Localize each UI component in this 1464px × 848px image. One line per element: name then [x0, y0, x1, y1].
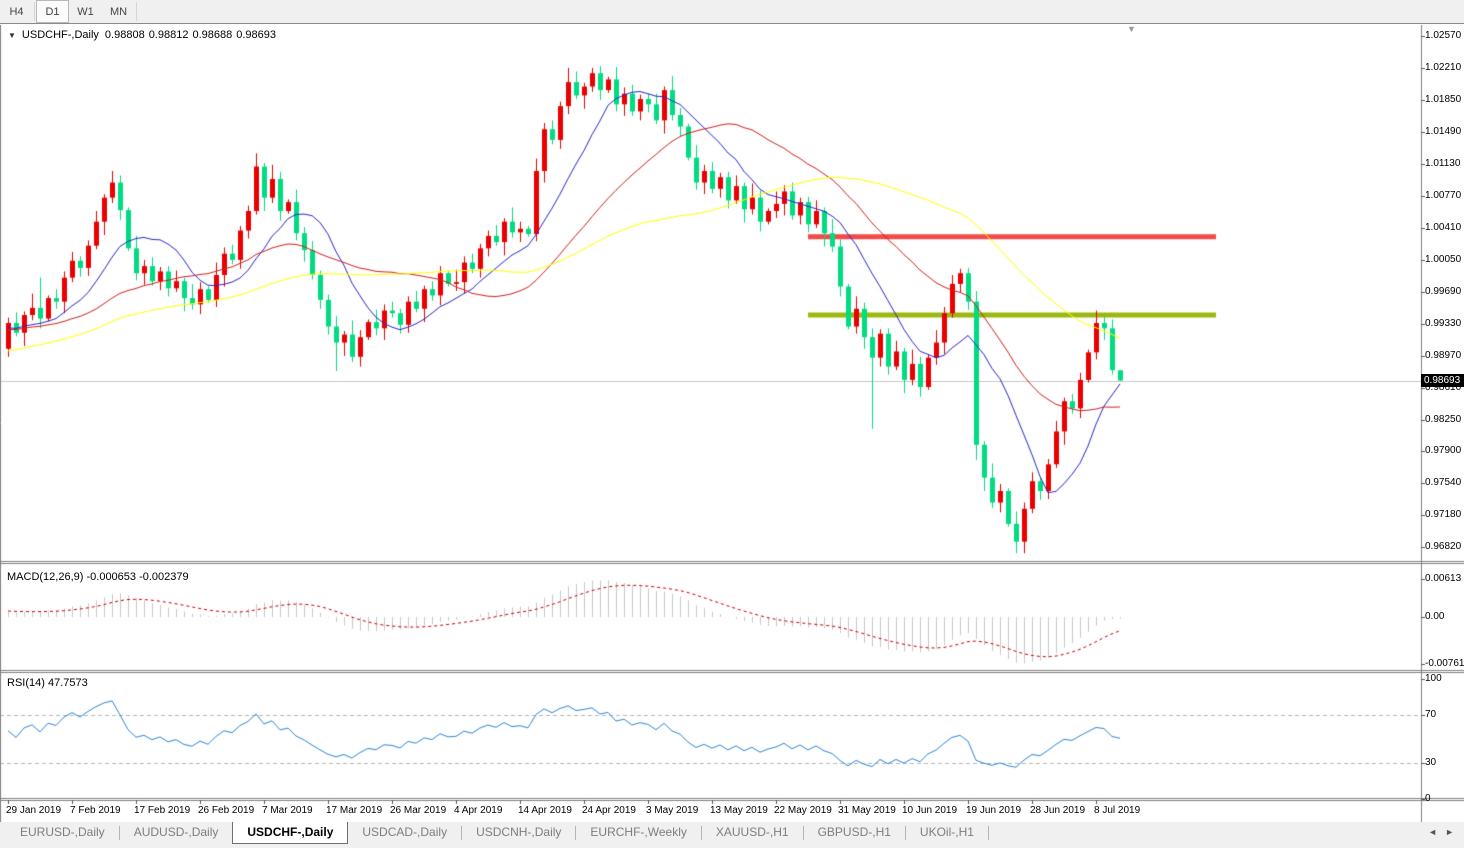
price-axis-tick: 0.99330 [1425, 317, 1462, 329]
tab-scroll-right-icon[interactable]: ► [1445, 827, 1454, 837]
date-axis-label: 14 Apr 2019 [518, 805, 572, 816]
tab-separator [118, 826, 120, 840]
macd-indicator-label: MACD(12,26,9) -0.000653 -0.002379 [7, 571, 189, 583]
price-axis-tick: 0.98970 [1425, 349, 1462, 361]
current-price-badge: 0.98693 [1421, 373, 1464, 387]
chart-title: ▼ USDCHF-,Daily 0.98808 0.98812 0.98688 … [8, 29, 276, 41]
macd-axis-tick: 0.00 [1425, 610, 1445, 622]
date-axis-label: 17 Feb 2019 [134, 805, 191, 816]
timeframe-toolbar: H4 D1 W1 MN [0, 0, 1464, 24]
chart-tab-eurusddaily[interactable]: EURUSD-,Daily [20, 825, 105, 839]
chart-tab-usdcnhdaily[interactable]: USDCNH-,Daily [476, 825, 562, 839]
date-axis-label: 26 Feb 2019 [198, 805, 255, 816]
timeframe-button-mn[interactable]: MN [109, 5, 128, 18]
price-axis-tick: 0.99690 [1425, 285, 1462, 297]
date-axis-label: 24 Apr 2019 [582, 805, 636, 816]
date-axis-label: 26 Mar 2019 [390, 805, 447, 816]
macd-axis-tick: -0.007612 [1425, 658, 1464, 669]
collapse-triangle-icon[interactable]: ▼ [8, 30, 16, 40]
tab-scroll-arrows: ◄ ► [1428, 827, 1454, 837]
chart-open-value: 0.98808 [104, 29, 145, 41]
toolbar-separator [34, 2, 35, 21]
tab-separator [700, 826, 702, 840]
date-axis-label: 10 Jun 2019 [902, 805, 958, 816]
chart-tab-xauusdh1[interactable]: XAUUSD-,H1 [715, 825, 789, 839]
price-axis-tick: 0.96820 [1425, 541, 1462, 552]
timeframe-button-h4[interactable]: H4 [9, 5, 24, 18]
rsi-axis-tick: 0 [1425, 793, 1431, 804]
chart-tab-ukoilh1[interactable]: UKOil-,H1 [919, 825, 974, 839]
date-axis-label: 31 May 2019 [838, 805, 896, 816]
price-axis-tick: 1.01130 [1425, 157, 1461, 169]
tab-separator [461, 826, 463, 840]
chart-close-value: 0.98693 [236, 29, 276, 41]
rsi-axis-tick: 70 [1425, 709, 1437, 720]
chart-symbol-label: USDCHF-,Daily [21, 29, 99, 41]
date-axis-label: 7 Mar 2019 [262, 805, 313, 816]
price-axis-tick: 1.00770 [1425, 189, 1462, 201]
date-axis-label: 4 Apr 2019 [454, 805, 503, 816]
rsi-indicator-label: RSI(14) 47.7573 [7, 677, 88, 689]
chart-tab-eurchfweekly[interactable]: EURCHF-,Weekly [590, 825, 687, 839]
chart-window[interactable]: ▼ USDCHF-,Daily 0.98808 0.98812 0.98688 … [0, 23, 1464, 825]
chart-shift-marker-icon[interactable]: ▼ [1127, 24, 1136, 34]
chart-tab-bar: EURUSD-,Daily AUDUSD-,Daily USDCHF-,Daily U… [0, 822, 1464, 848]
chart-high-value: 0.98812 [148, 29, 189, 41]
tab-separator [987, 826, 989, 840]
date-axis-label: 22 May 2019 [774, 805, 832, 816]
date-axis-label: 7 Feb 2019 [70, 805, 121, 816]
price-axis-tick: 1.00410 [1425, 221, 1462, 233]
price-axis-tick: 0.97540 [1425, 477, 1462, 488]
timeframe-button-d1[interactable]: D1 [36, 0, 69, 23]
tab-separator [575, 826, 577, 840]
date-axis-label: 3 May 2019 [646, 805, 699, 816]
chart-low-value: 0.98688 [192, 29, 233, 41]
date-axis-label: 29 Jan 2019 [6, 805, 62, 816]
rsi-axis-tick: 100 [1425, 673, 1442, 684]
chart-tab-usdchfdaily[interactable]: USDCHF-,Daily [232, 822, 349, 844]
price-axis-tick: 0.97180 [1425, 509, 1462, 520]
rsi-axis-tick: 30 [1425, 757, 1437, 768]
tab-separator [802, 826, 804, 840]
price-axis-tick: 0.98610 [1425, 381, 1462, 393]
price-axis-tick: 1.02570 [1425, 29, 1462, 41]
price-axis-tick: 1.01850 [1425, 93, 1462, 105]
date-axis-label: 28 Jun 2019 [1030, 805, 1086, 816]
price-axis-tick: 0.98250 [1425, 413, 1462, 425]
date-axis-label: 19 Jun 2019 [966, 805, 1022, 816]
chart-tab-gbpusdh1[interactable]: GBPUSD-,H1 [817, 825, 891, 839]
chart-tab-usdcaddaily[interactable]: USDCAD-,Daily [362, 825, 448, 839]
price-axis-tick: 0.97900 [1425, 445, 1462, 456]
date-axis-label: 13 May 2019 [710, 805, 768, 816]
toolbar-separator [136, 2, 137, 21]
price-chart-canvas[interactable] [0, 25, 1464, 822]
macd-axis-tick: 0.00613 [1425, 573, 1462, 584]
tab-separator [904, 826, 906, 840]
price-axis-tick: 1.00050 [1425, 253, 1462, 265]
timeframe-button-w1[interactable]: W1 [77, 5, 94, 18]
date-axis-label: 8 Jul 2019 [1094, 805, 1141, 816]
chart-tab-audusddaily[interactable]: AUDUSD-,Daily [133, 825, 219, 839]
tab-items: EURUSD-,Daily AUDUSD-,Daily USDCHF-,Daily U… [6, 822, 989, 844]
price-axis-tick: 1.01490 [1425, 125, 1462, 137]
date-axis-label: 17 Mar 2019 [326, 805, 383, 816]
tab-scroll-left-icon[interactable]: ◄ [1428, 827, 1438, 837]
price-axis-tick: 1.02210 [1425, 61, 1462, 73]
